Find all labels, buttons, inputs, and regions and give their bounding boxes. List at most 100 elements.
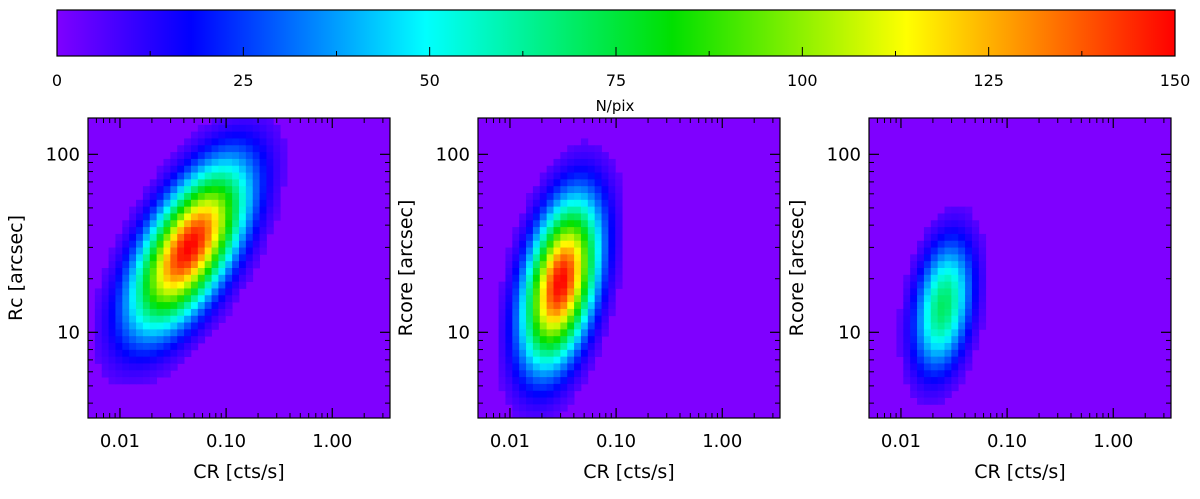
heatmap-cell	[129, 343, 137, 351]
heatmap-cell	[505, 363, 513, 371]
heatmap-cell	[910, 288, 918, 296]
heatmap-cell	[560, 349, 568, 358]
heatmap-cell	[177, 349, 185, 358]
heatmap-cell	[94, 329, 103, 337]
heatmap-cell	[958, 329, 966, 337]
heatmap-cell	[115, 308, 123, 317]
heatmap-cell	[512, 383, 520, 392]
heatmap-cell	[567, 322, 575, 330]
heatmap-cell	[580, 193, 589, 201]
heatmap-cell	[539, 322, 548, 330]
heatmap-cell	[917, 356, 925, 364]
heatmap-cell	[129, 240, 137, 248]
heatmap-cell	[156, 240, 164, 248]
heatmap-cell	[574, 281, 582, 289]
heatmap-cell	[532, 274, 541, 283]
heatmap-cell	[211, 124, 219, 133]
heatmap-cell	[526, 213, 534, 221]
heatmap-cell	[587, 336, 596, 344]
heatmap-cell	[177, 343, 185, 351]
heatmap-cell	[142, 322, 151, 330]
heatmap-cell	[252, 220, 260, 228]
heatmap-cell	[505, 322, 513, 330]
heatmap-cell	[965, 281, 973, 289]
heatmap-cell	[512, 356, 520, 364]
heatmap-cell	[115, 274, 123, 283]
heatmap-cell	[910, 295, 918, 303]
heatmap-cell	[122, 268, 130, 276]
heatmap-cell	[594, 247, 602, 255]
heatmap-cell	[211, 193, 219, 201]
heatmap-cell	[937, 343, 945, 351]
heatmap-cell	[505, 261, 513, 269]
heatmap-cell	[94, 349, 103, 358]
heatmap-cell	[184, 302, 192, 310]
heatmap-cell	[184, 152, 192, 160]
heatmap-cell	[273, 199, 281, 208]
heatmap-cell	[197, 172, 206, 180]
heatmap-cell	[142, 227, 151, 235]
heatmap-cell	[601, 274, 609, 283]
heatmap-cell	[532, 377, 541, 385]
heatmap-cell	[197, 254, 206, 262]
heatmap-cell	[965, 274, 973, 283]
heatmap-cell	[567, 261, 575, 269]
heatmap-cell	[225, 152, 233, 160]
heatmap-cell	[580, 220, 589, 228]
heatmap-cell	[498, 349, 506, 358]
heatmap-cell	[142, 370, 151, 378]
heatmap-cell	[149, 240, 158, 248]
heatmap-cell	[930, 315, 939, 323]
heatmap-cell	[560, 240, 568, 248]
heatmap-cell	[245, 227, 254, 235]
heatmap-cell	[553, 158, 561, 167]
heatmap-cell	[526, 206, 534, 214]
heatmap-cell	[156, 261, 164, 269]
heatmap-cell	[225, 179, 233, 187]
heatmap-cell	[532, 411, 541, 419]
heatmap-cell	[944, 288, 952, 296]
heatmap-cell	[225, 302, 233, 310]
heatmap-cell	[587, 179, 596, 187]
heatmap-cell	[546, 295, 554, 303]
y-tick-label: 10	[838, 322, 861, 343]
heatmap-cell	[232, 254, 240, 262]
heatmap-cell	[608, 172, 616, 180]
heatmap-cell	[197, 336, 206, 344]
heatmap-cell	[149, 199, 158, 208]
heatmap-cell	[204, 124, 212, 133]
heatmap-cell	[129, 268, 137, 276]
heatmap-cell	[958, 274, 966, 283]
heatmap-cell	[601, 322, 609, 330]
heatmap-cell	[108, 356, 116, 364]
heatmap-cell	[245, 274, 254, 283]
heatmap-cell	[594, 274, 602, 283]
heatmap-cell	[108, 315, 116, 323]
heatmap-cell	[519, 240, 527, 248]
heatmap-cell	[594, 261, 602, 269]
heatmap-cell	[923, 308, 932, 317]
heatmap-cell	[608, 199, 616, 208]
heatmap-cell	[184, 268, 192, 276]
heatmap-cell	[917, 302, 925, 310]
heatmap-cell	[211, 233, 219, 242]
heatmap-cell	[177, 268, 185, 276]
heatmap-cell	[129, 227, 137, 235]
x-tick-label: 0.10	[596, 431, 636, 452]
heatmap-cell	[122, 240, 130, 248]
heatmap-cell	[498, 281, 506, 289]
heatmap-cell	[553, 329, 561, 337]
heatmap-cell	[910, 329, 918, 337]
heatmap-cell	[539, 206, 548, 214]
heatmap-cell	[197, 220, 206, 228]
heatmap-cell	[266, 138, 274, 146]
heatmap-cell	[259, 118, 267, 126]
heatmap-cell	[142, 233, 151, 242]
heatmap-cell	[232, 165, 240, 173]
heatmap-cell	[903, 363, 911, 371]
heatmap-cell	[608, 179, 616, 187]
heatmap-cell	[567, 343, 575, 351]
heatmap-cell	[608, 220, 616, 228]
heatmap-cell	[923, 315, 932, 323]
heatmap-cell	[204, 329, 212, 337]
